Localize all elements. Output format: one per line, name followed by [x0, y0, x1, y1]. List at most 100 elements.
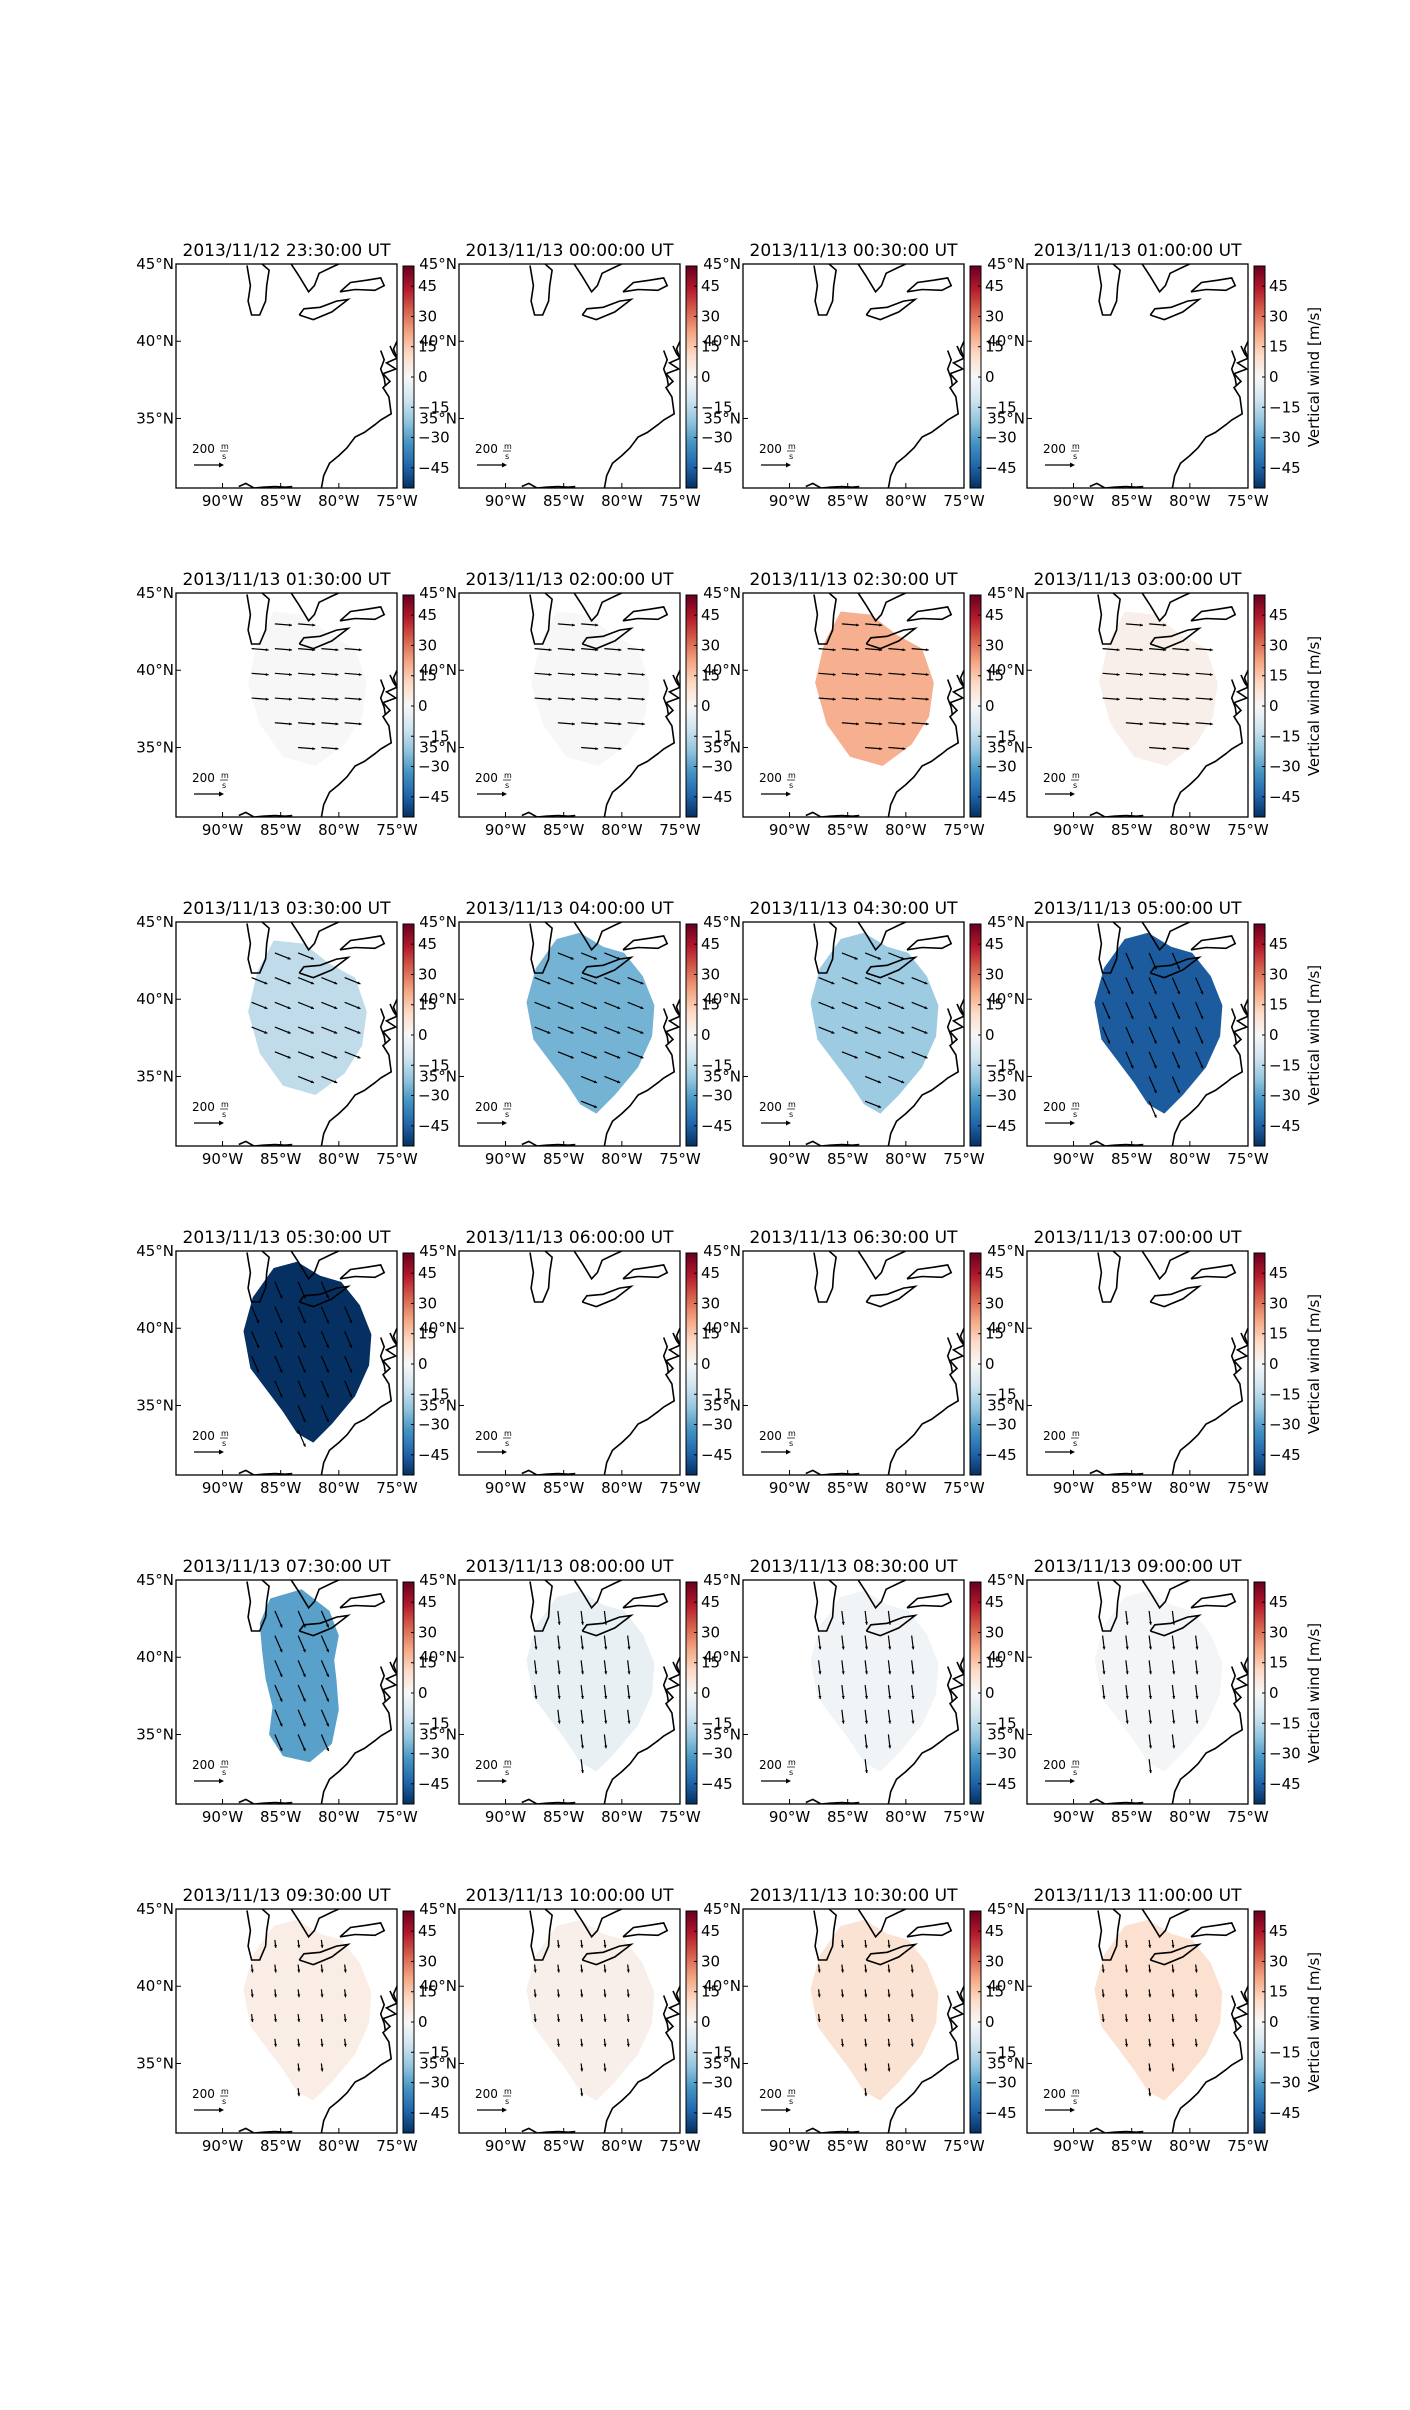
wind-arrow: [581, 623, 599, 626]
wind-arrow-head: [864, 1720, 868, 1724]
wind-arrow: [297, 1355, 306, 1373]
wind-arrow-head: [888, 1646, 892, 1650]
wind-arrow: [911, 1001, 928, 1010]
map-area: [521, 1580, 680, 1804]
wind-arrow-head: [604, 1745, 608, 1749]
wind-arrow-head: [887, 1969, 891, 1973]
colorbar-tick-label: 45: [418, 935, 437, 953]
wind-arrow: [274, 1355, 283, 1373]
coastline: [1240, 1332, 1248, 1345]
wind-arrow-head: [1124, 1994, 1129, 1998]
coastline: [857, 922, 907, 952]
colorbar-tick-label: 15: [418, 1654, 437, 1672]
wind-arrow: [1125, 697, 1143, 701]
wind-arrow: [604, 1075, 621, 1084]
wind-arrow: [604, 1051, 621, 1059]
wind-arrow: [274, 648, 292, 651]
scale-arrow-unit-denominator: s: [222, 781, 226, 790]
wind-arrow: [534, 697, 552, 701]
wind-arrow-head: [627, 1671, 631, 1675]
coastline: [906, 606, 953, 622]
wind-arrow-head: [1200, 1040, 1204, 1044]
coastline: [946, 679, 954, 716]
coastline: [298, 627, 351, 650]
wind-arrow: [818, 672, 836, 676]
coastline: [672, 1990, 680, 2003]
wind-arrow-head: [604, 1695, 608, 1699]
wind-arrow-head: [879, 623, 883, 627]
coastline: [1141, 1251, 1191, 1281]
wind-arrow: [1195, 977, 1204, 995]
lon-tick-label: 75°W: [1227, 2137, 1269, 2155]
wind-arrow-head: [279, 1624, 283, 1628]
wind-arrow: [1125, 1051, 1134, 1069]
colorbar-tick-label: 15: [701, 1983, 720, 2001]
wind-arrow: [274, 1660, 283, 1678]
coastline: [887, 340, 964, 488]
wind-arrow-head: [603, 2043, 607, 2047]
colorbar-tick-label: 0: [701, 1026, 711, 1044]
wind-arrow: [320, 1734, 330, 1752]
coastline: [529, 1909, 553, 1961]
colorbar-tick-label: −30: [701, 1087, 733, 1105]
lon-tick-label: 85°W: [1111, 821, 1153, 839]
lat-tick-label: 45°N: [136, 255, 174, 273]
wind-arrow-head: [287, 1030, 291, 1034]
wind-arrow-head: [901, 1006, 905, 1010]
wind-arrow: [321, 722, 339, 725]
colorbar-tick-label: −45: [1269, 459, 1301, 477]
wind-arrow: [627, 672, 645, 676]
colorbar-tick-label: 15: [1269, 667, 1288, 685]
wind-arrow-head: [1171, 2068, 1175, 2072]
coastline: [1097, 922, 1121, 974]
scale-arrow-value: 200: [1043, 771, 1066, 785]
wind-arrow: [888, 952, 905, 960]
wind-arrow-head: [627, 1646, 631, 1650]
colorbar-tick-label: −15: [1269, 1714, 1301, 1732]
wind-arrow: [1195, 1026, 1204, 1044]
lat-tick-label: 35°N: [419, 1396, 457, 1414]
colorbar-tick-label: 15: [1269, 338, 1288, 356]
scale-arrow-head: [1070, 1778, 1075, 1784]
wind-arrow-head: [556, 1944, 561, 1948]
lon-tick-label: 75°W: [943, 2137, 985, 2155]
wind-arrow-head: [571, 672, 575, 676]
colorbar-tick-label: 45: [985, 1593, 1004, 1611]
lat-tick-label: 45°N: [703, 1242, 741, 1260]
map-frame: [458, 1908, 681, 2134]
scale-arrow-unit-numerator: m: [221, 1100, 229, 1109]
wind-arrow-head: [334, 1080, 338, 1084]
wind-arrow-head: [326, 1369, 329, 1373]
scale-arrow-head: [502, 1120, 507, 1126]
wind-arrow: [864, 1001, 882, 1010]
lat-tick-label: 45°N: [419, 255, 457, 273]
vertical-wind-region: [526, 1590, 655, 1772]
map-area: [521, 922, 680, 1146]
wind-arrow: [580, 1100, 598, 1109]
coastline: [1149, 1614, 1202, 1637]
scale-arrow-unit-numerator: m: [221, 771, 229, 780]
coastline: [603, 669, 680, 817]
lat-tick-label: 45°N: [419, 584, 457, 602]
wind-arrow-head: [1177, 1065, 1180, 1069]
coastline: [1230, 1337, 1238, 1374]
wind-arrow-head: [902, 747, 906, 751]
coastline: [389, 345, 397, 358]
coastline: [622, 935, 669, 951]
wind-arrow-head: [297, 1994, 301, 1998]
colorbar-tick-label: 30: [701, 965, 720, 983]
lat-tick-label: 45°N: [419, 1571, 457, 1589]
wind-arrow-head: [343, 1994, 347, 1998]
wind-arrow: [274, 1026, 291, 1034]
wind-arrow-head: [580, 2093, 584, 2097]
scale-arrow-head: [786, 462, 791, 468]
wind-arrow-head: [1102, 1646, 1106, 1650]
wind-arrow-head: [854, 1030, 858, 1034]
panel-title: 2013/11/13 03:00:00 UT: [1034, 570, 1243, 590]
wind-arrow-head: [256, 1319, 260, 1324]
lon-tick-label: 80°W: [318, 1150, 360, 1168]
wind-arrow-head: [1139, 672, 1143, 676]
wind-arrow-head: [1163, 747, 1167, 751]
map-area: [1089, 922, 1248, 1146]
coastline: [805, 811, 860, 817]
